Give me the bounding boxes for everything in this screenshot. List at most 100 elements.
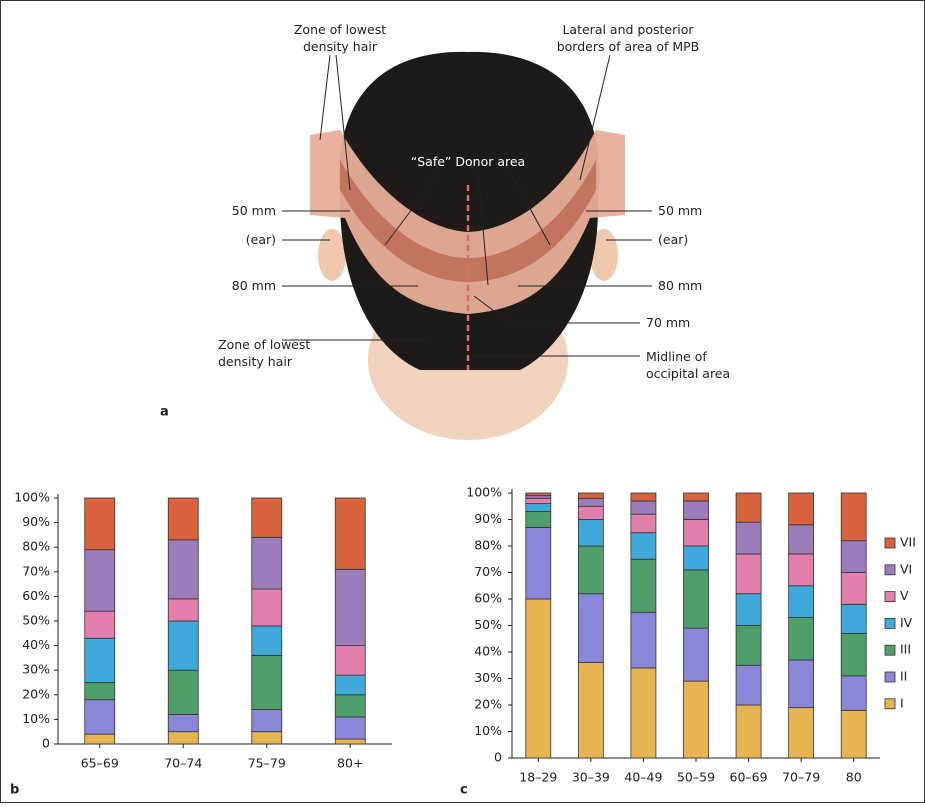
bar-segment bbox=[735, 664, 762, 706]
bar-segment bbox=[788, 659, 815, 709]
pointer bbox=[509, 171, 551, 246]
bar-segment bbox=[167, 714, 199, 733]
y-tick-label: 10% bbox=[22, 711, 50, 726]
bar-segment bbox=[525, 492, 552, 497]
bar-segment bbox=[334, 568, 366, 647]
bar-segment bbox=[577, 545, 604, 595]
bar-segment bbox=[251, 731, 283, 745]
y-tick-label: 80% bbox=[474, 538, 502, 553]
bar-segment bbox=[251, 655, 283, 710]
y-tick-label: 30% bbox=[474, 670, 502, 685]
bar-segment bbox=[840, 492, 867, 542]
y-tick-label: 60% bbox=[22, 588, 50, 603]
x-tick-label: 70–74 bbox=[164, 756, 202, 771]
bar-segment bbox=[251, 497, 283, 538]
bar-segment bbox=[735, 521, 762, 555]
annotation: (ear) bbox=[246, 232, 276, 247]
legend-swatch bbox=[884, 618, 896, 629]
panel-label: b bbox=[10, 783, 19, 798]
pointer bbox=[473, 295, 640, 324]
annotation: Lateral and posterior borders of area of … bbox=[557, 22, 700, 54]
bar-segment bbox=[788, 524, 815, 555]
bar-segment bbox=[84, 733, 116, 745]
bar-segment bbox=[840, 603, 867, 634]
low-density-zone bbox=[340, 160, 596, 282]
bar-segment bbox=[167, 497, 199, 541]
bar-segment bbox=[840, 572, 867, 605]
x-tick-label: 70–79 bbox=[782, 770, 820, 785]
legend-label: I bbox=[900, 695, 904, 710]
y-tick-label: 0 bbox=[42, 736, 50, 751]
annotation: Midline of occipital area bbox=[646, 349, 730, 381]
x-tick-label: 60–69 bbox=[730, 770, 768, 785]
legend-swatch bbox=[884, 564, 896, 576]
bar-segment bbox=[735, 492, 762, 523]
bar-segment bbox=[683, 680, 709, 759]
bar-segment bbox=[251, 536, 283, 590]
annotation: 50 mm bbox=[658, 203, 702, 218]
legend-swatch bbox=[884, 537, 896, 549]
ear bbox=[590, 229, 618, 281]
bar-segment bbox=[334, 738, 366, 745]
bar-segment bbox=[577, 519, 604, 547]
y-tick-label: 40% bbox=[474, 644, 502, 659]
bar-segment bbox=[334, 674, 366, 696]
bar-segment bbox=[525, 527, 552, 600]
bar-segment bbox=[683, 500, 709, 520]
bar-segment bbox=[840, 633, 867, 677]
y-tick-label: 60% bbox=[474, 591, 502, 606]
x-tick-label: 18–29 bbox=[519, 770, 557, 785]
legend-label: VI bbox=[900, 561, 912, 576]
bar-segment bbox=[84, 637, 116, 683]
bar-segment bbox=[251, 625, 283, 656]
y-tick-label: 70% bbox=[474, 564, 502, 579]
legend-label: VII bbox=[900, 535, 916, 550]
y-tick-label: 100% bbox=[14, 490, 50, 505]
bar-segment bbox=[788, 617, 815, 661]
y-tick-label: 30% bbox=[22, 662, 50, 677]
bar-segment bbox=[788, 585, 815, 618]
bar-segment bbox=[577, 492, 604, 499]
bar-segment bbox=[683, 519, 709, 547]
legend-label: II bbox=[900, 669, 907, 684]
y-tick-label: 100% bbox=[466, 485, 502, 500]
bar-segment bbox=[630, 500, 657, 515]
bar-segment bbox=[334, 694, 366, 718]
pointer bbox=[477, 171, 489, 286]
bar-segment bbox=[334, 716, 366, 740]
bar-segment bbox=[788, 707, 815, 759]
bar-segment bbox=[840, 709, 867, 759]
legend-label: IV bbox=[900, 615, 913, 630]
legend-swatch bbox=[884, 644, 896, 656]
y-tick-label: 90% bbox=[474, 511, 502, 526]
bar-segment bbox=[334, 497, 366, 570]
x-tick-label: 75–79 bbox=[248, 756, 286, 771]
bar-segment bbox=[683, 569, 709, 629]
bar-segment bbox=[840, 675, 867, 711]
pointer bbox=[335, 54, 351, 191]
bar-segment bbox=[525, 497, 552, 504]
panel-label: c bbox=[460, 783, 468, 798]
bar-segment bbox=[735, 593, 762, 626]
bar-segment bbox=[525, 511, 552, 528]
y-tick-label: 20% bbox=[474, 697, 502, 712]
bar-segment bbox=[84, 682, 116, 701]
bar-segment bbox=[84, 699, 116, 735]
bar-segment bbox=[334, 645, 366, 676]
y-tick-label: 90% bbox=[22, 514, 50, 529]
y-tick-label: 10% bbox=[474, 723, 502, 738]
bar-segment bbox=[525, 503, 552, 512]
bar-segment bbox=[84, 610, 116, 639]
bar-segment bbox=[630, 667, 657, 759]
x-tick-label: 80+ bbox=[337, 756, 363, 771]
annotation: 50 mm bbox=[232, 203, 276, 218]
y-tick-label: 70% bbox=[22, 563, 50, 578]
legend-swatch bbox=[884, 671, 896, 683]
bar-segment bbox=[84, 549, 116, 612]
y-tick-label: 40% bbox=[22, 637, 50, 652]
bar-segment bbox=[630, 532, 657, 560]
y-tick-label: 50% bbox=[474, 617, 502, 632]
bar-segment bbox=[630, 558, 657, 613]
bar-segment bbox=[735, 625, 762, 666]
bar-segment bbox=[167, 620, 199, 671]
